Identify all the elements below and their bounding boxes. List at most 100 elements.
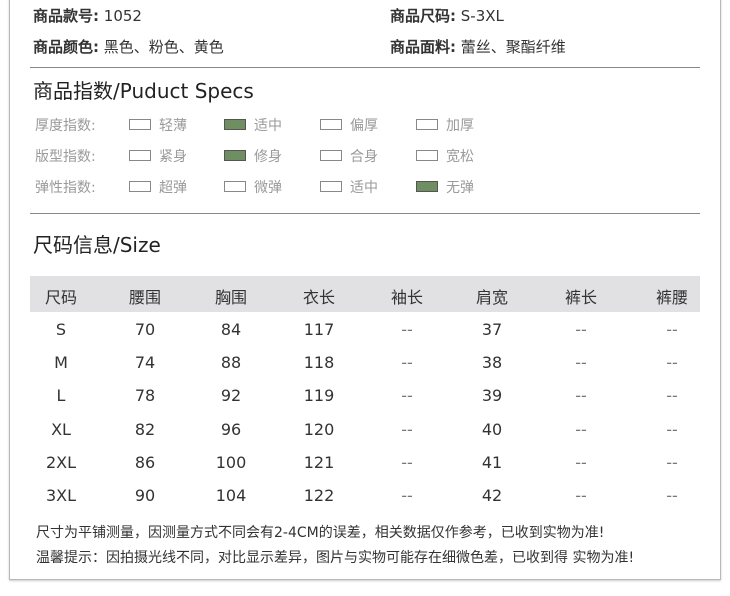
spec-option-label: 偏厚 (350, 118, 378, 134)
table-cell: 42 (481, 486, 503, 505)
note-color: 温馨提示：因拍摄光线不同，对比显示差异，图片与实物可能存在细微色差，已收到得 实… (36, 550, 635, 566)
table-cell: -- (666, 386, 678, 406)
spec-option-label: 紧身 (159, 149, 187, 165)
table-cell: -- (575, 486, 587, 505)
spec-option: 加厚 (416, 115, 474, 135)
spec-option: 适中 (224, 115, 282, 135)
table-cell: S (55, 320, 67, 339)
column-header: 裤长 (564, 288, 598, 307)
table-cell: -- (666, 486, 678, 505)
table-cell: 92 (220, 386, 242, 406)
spec-option-label: 合身 (350, 149, 378, 165)
spec-option: 微弹 (224, 177, 282, 197)
table-cell: M (54, 353, 68, 373)
spec-option-label: 无弹 (446, 180, 474, 196)
table-cell: -- (401, 419, 413, 439)
table-cell: -- (666, 419, 678, 439)
table-cell: -- (401, 486, 413, 505)
unchecked-box-icon (129, 180, 151, 192)
spec-label: 版型指数: (35, 149, 96, 165)
column-header: 尺码 (44, 288, 78, 307)
table-cell: 40 (481, 419, 503, 439)
table-cell: -- (401, 386, 413, 406)
column-header: 衣长 (302, 288, 336, 307)
info-size-range: 商品尺码: S-3XL (390, 7, 504, 25)
info-colors: 商品颜色: 黑色、粉色、黄色 (33, 38, 224, 56)
info-style-no: 商品款号: 1052 (33, 7, 142, 25)
info-fabric: 商品面料: 蕾丝、聚酯纤维 (390, 38, 566, 56)
product-card (9, 0, 721, 580)
spec-option: 紧身 (129, 146, 187, 166)
divider (30, 213, 700, 214)
table-cell: 100 (215, 452, 247, 472)
table-cell: 82 (134, 419, 156, 439)
table-cell: -- (575, 419, 587, 439)
table-cell: -- (575, 386, 587, 406)
column-header: 胸围 (214, 288, 248, 307)
table-cell: 118 (303, 353, 335, 373)
table-cell: 88 (220, 353, 242, 373)
spec-option-label: 超弹 (159, 180, 187, 196)
spec-option: 超弹 (129, 177, 187, 197)
note-measurement: 尺寸为平铺测量，因测量方式不同会有2-4CM的误差，相关数据仅作参考，已收到实物… (36, 525, 605, 541)
spec-label: 弹性指数: (35, 180, 96, 196)
unchecked-box-icon (129, 149, 151, 161)
table-cell: 120 (303, 419, 335, 439)
spec-option: 适中 (320, 177, 378, 197)
unchecked-box-icon (320, 118, 342, 130)
unchecked-box-icon (320, 149, 342, 161)
unchecked-box-icon (416, 118, 438, 130)
table-cell: 104 (215, 486, 247, 505)
table-cell: 74 (134, 353, 156, 373)
spec-option: 偏厚 (320, 115, 378, 135)
spec-option-label: 宽松 (446, 149, 474, 165)
table-cell: 3XL (45, 486, 77, 505)
column-header: 裤腰 (655, 288, 689, 307)
table-cell: L (56, 386, 66, 406)
table-cell: 37 (481, 320, 503, 339)
unchecked-box-icon (416, 149, 438, 161)
checked-box-icon (224, 118, 246, 130)
unchecked-box-icon (224, 180, 246, 192)
table-cell: 119 (303, 386, 335, 406)
table-cell: 90 (134, 486, 156, 505)
spec-option: 轻薄 (129, 115, 187, 135)
table-cell: 84 (220, 320, 242, 339)
table-cell: -- (575, 320, 587, 339)
table-cell: -- (401, 452, 413, 472)
spec-option-label: 适中 (254, 118, 282, 134)
table-cell: 38 (481, 353, 503, 373)
table-cell: -- (401, 353, 413, 373)
spec-option: 宽松 (416, 146, 474, 166)
checked-box-icon (416, 180, 438, 192)
table-cell: -- (666, 353, 678, 373)
table-cell: 96 (220, 419, 242, 439)
size-title: 尺码信息/Size (33, 233, 161, 257)
table-cell: -- (575, 353, 587, 373)
table-cell: 41 (481, 452, 503, 472)
table-cell: 78 (134, 386, 156, 406)
unchecked-box-icon (320, 180, 342, 192)
column-header: 肩宽 (475, 288, 509, 307)
table-cell: -- (575, 452, 587, 472)
spec-option: 修身 (224, 146, 282, 166)
table-cell: 39 (481, 386, 503, 406)
column-header: 袖长 (390, 288, 424, 307)
divider (30, 67, 700, 68)
table-cell: -- (666, 320, 678, 339)
unchecked-box-icon (129, 118, 151, 130)
table-cell: -- (666, 452, 678, 472)
table-cell: 2XL (45, 452, 77, 472)
spec-option-label: 轻薄 (159, 118, 187, 134)
table-cell: 117 (303, 320, 335, 339)
table-cell: 122 (303, 486, 335, 505)
table-cell: 70 (134, 320, 156, 339)
table-cell: 121 (303, 452, 335, 472)
table-cell: 86 (134, 452, 156, 472)
table-cell: -- (401, 320, 413, 339)
spec-option-label: 修身 (254, 149, 282, 165)
spec-option: 合身 (320, 146, 378, 166)
specs-title: 商品指数/Puduct Specs (33, 79, 254, 103)
spec-label: 厚度指数: (35, 118, 96, 134)
spec-option-label: 微弹 (254, 180, 282, 196)
